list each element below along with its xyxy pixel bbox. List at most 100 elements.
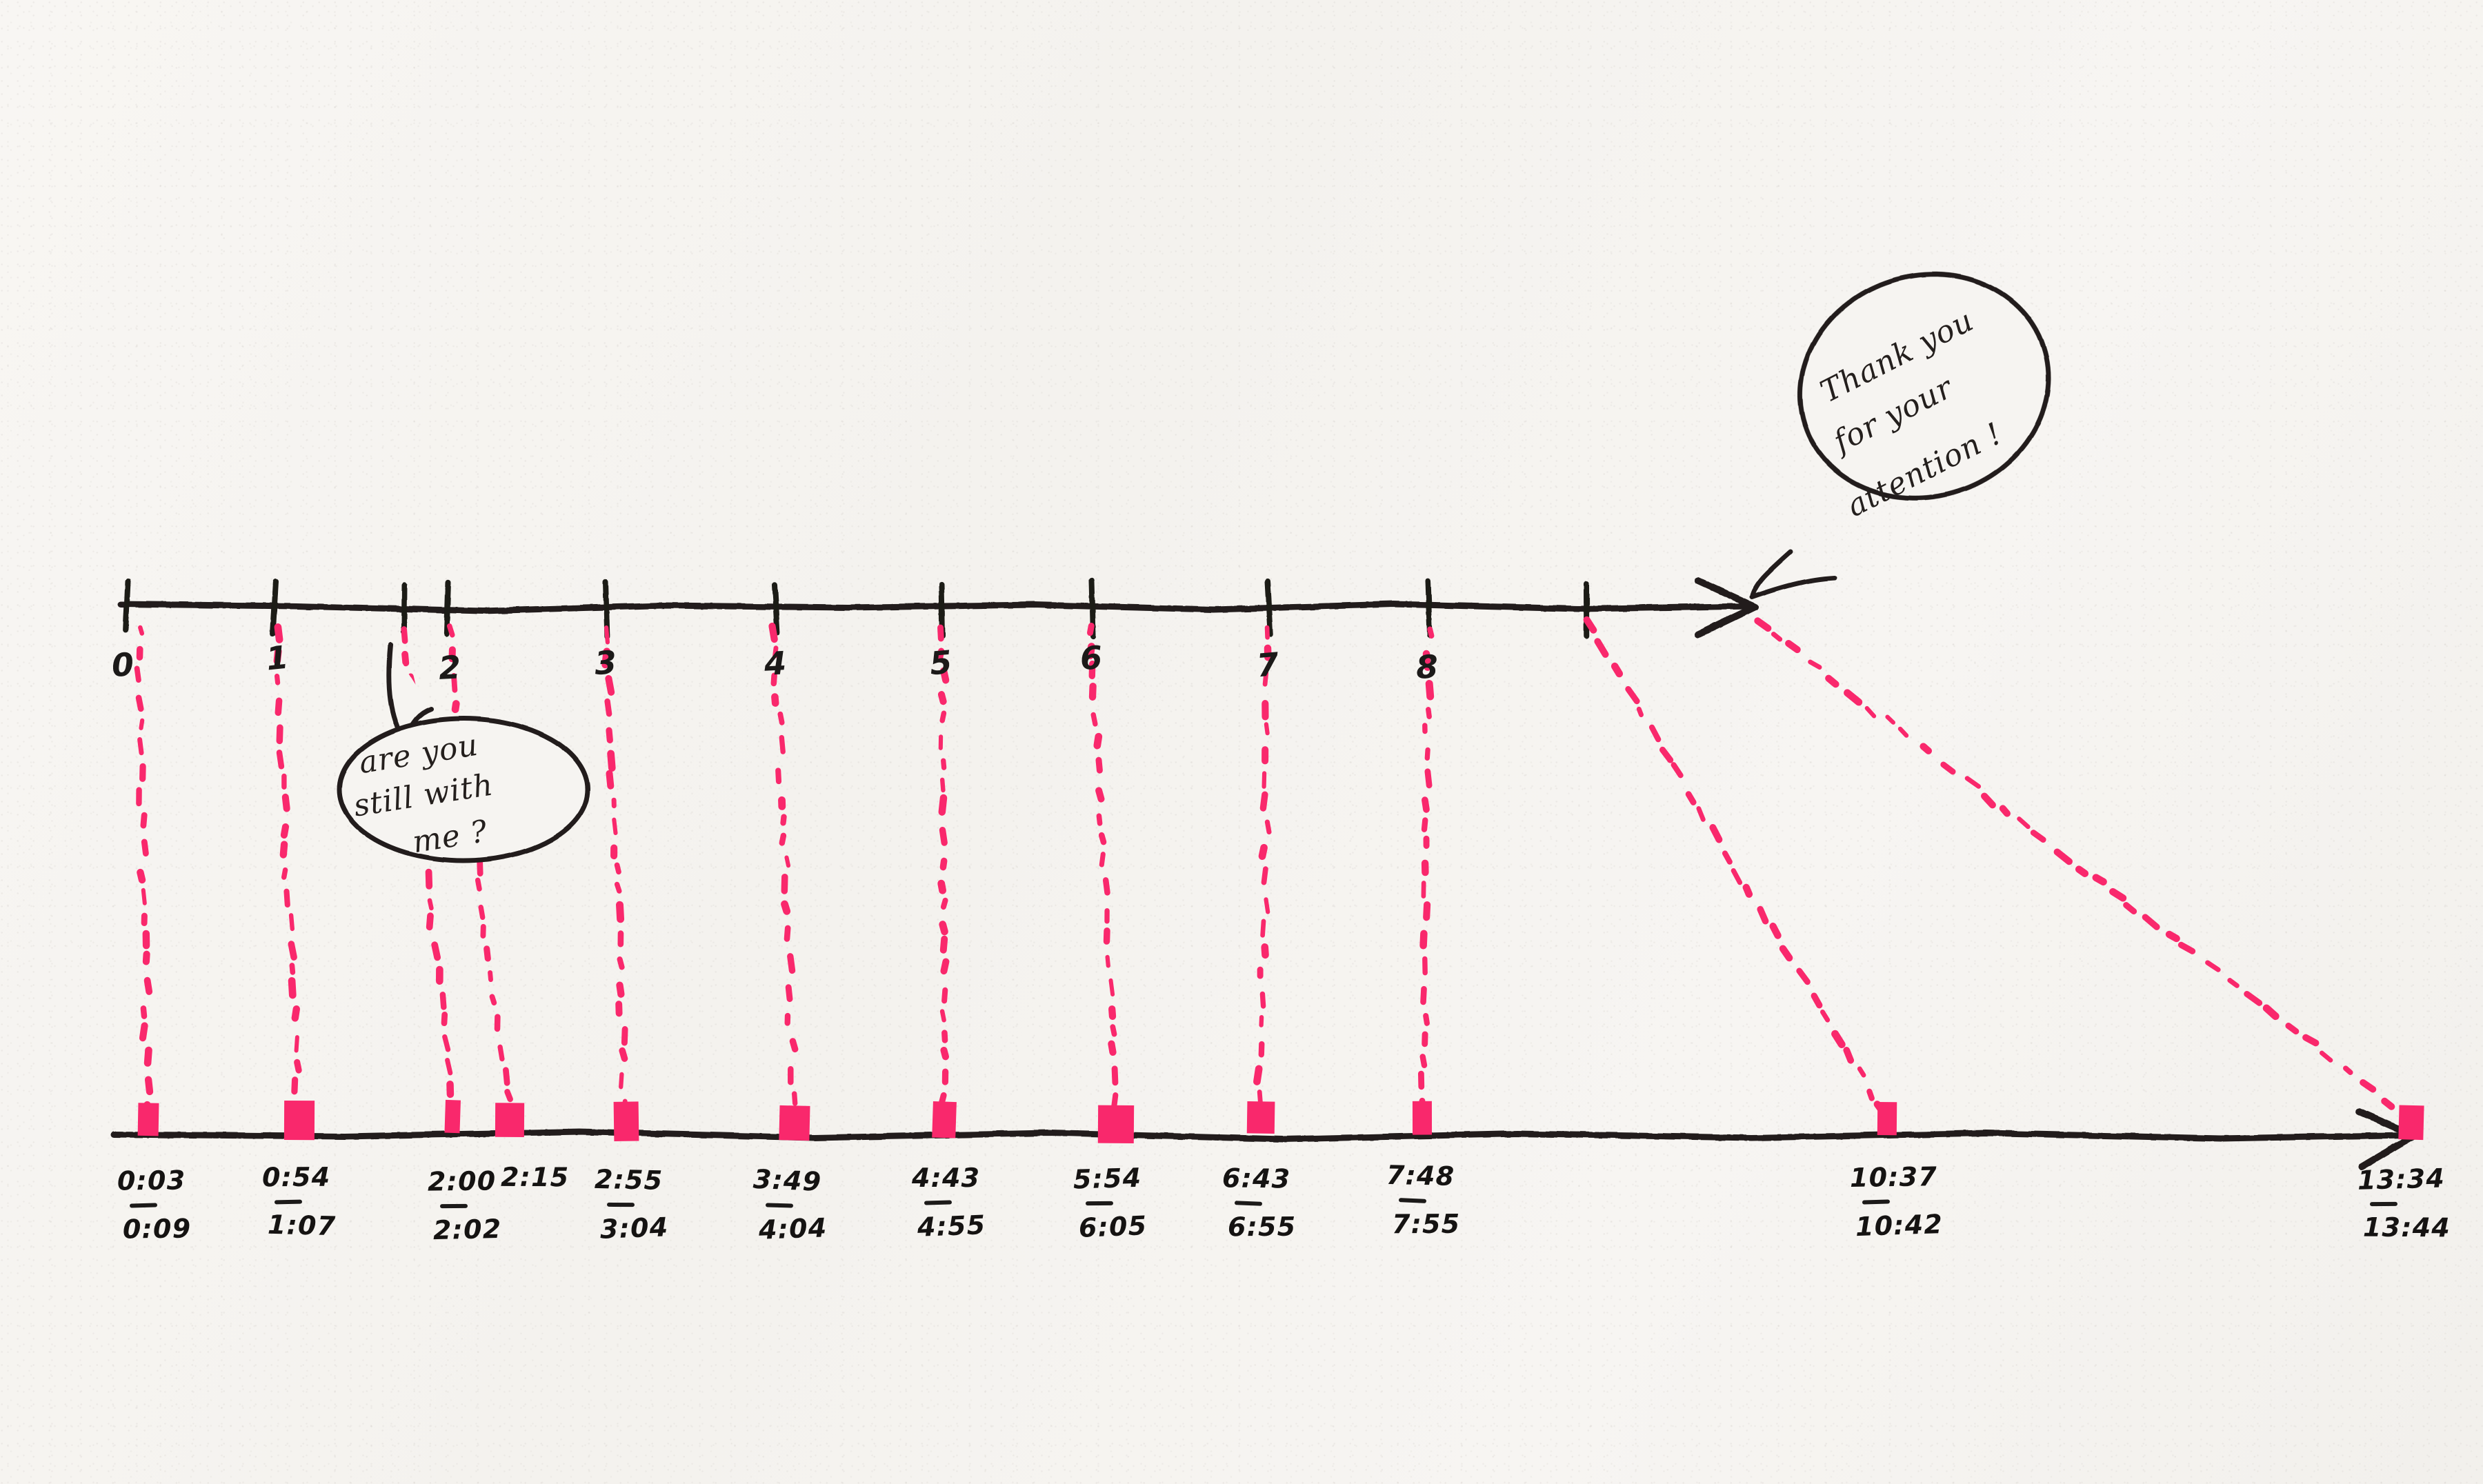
pink-dash <box>1264 897 1270 914</box>
pink-dash <box>1981 792 1996 809</box>
pink-dash <box>1820 1010 1831 1023</box>
bubble-tail-right <box>1749 549 1837 600</box>
pink-dash <box>1659 746 1674 763</box>
segment-mark-11 <box>2398 1105 2424 1141</box>
segment-mark-9 <box>1412 1101 1433 1135</box>
time-label-end-7: 6:05 <box>1078 1210 1148 1244</box>
top-axis-tick-4 <box>772 582 780 636</box>
connector-8 <box>1253 625 1272 1109</box>
pink-dash <box>2244 990 2263 1006</box>
pink-dash <box>781 873 788 894</box>
top-axis-tick-0 <box>122 578 130 633</box>
pink-dash <box>283 888 290 908</box>
pink-dash <box>940 897 948 910</box>
segment-mark-6 <box>932 1101 957 1139</box>
connector-6 <box>937 624 950 1105</box>
bubble-are-you-still-with-me <box>337 642 590 863</box>
segment-mark-0 <box>137 1103 159 1136</box>
time-label-end-11: 13:44 <box>2362 1212 2451 1243</box>
time-label-start-2: 2:00 <box>427 1165 497 1197</box>
pink-dash <box>1864 705 1877 719</box>
pink-dash <box>141 888 147 905</box>
pink-dash <box>280 823 290 839</box>
pink-connector-lines <box>134 616 2415 1136</box>
pink-dash <box>1709 824 1723 843</box>
bubble-body-left <box>337 716 590 863</box>
segment-mark-4 <box>613 1101 639 1142</box>
pink-dash <box>1771 632 1783 642</box>
pink-dash <box>941 1030 948 1043</box>
time-label-start-5: 3:49 <box>752 1163 823 1197</box>
time-label-end-9: 7:55 <box>1391 1208 1461 1239</box>
connector-5 <box>768 622 799 1136</box>
pink-dash <box>606 770 615 790</box>
pink-dash <box>1754 617 1772 632</box>
pink-dash <box>619 1047 628 1062</box>
pink-dash <box>1264 819 1272 835</box>
pink-dash <box>1259 991 1266 1009</box>
pink-dash <box>1731 868 1743 885</box>
pink-dash <box>940 777 946 793</box>
pink-dash <box>140 1005 148 1019</box>
pink-dash <box>938 794 948 816</box>
pink-dash <box>787 953 796 974</box>
pink-dash <box>2262 1004 2280 1021</box>
pink-dash <box>1594 638 1609 658</box>
pink-dash <box>779 734 786 754</box>
segment-mark-10 <box>1877 1102 1897 1136</box>
pink-dash <box>1796 967 1811 985</box>
time-label-group-5: 3:49 4:04 <box>752 1163 828 1245</box>
pink-dash <box>401 626 408 644</box>
pink-dash <box>2360 1079 2377 1093</box>
pink-dash <box>281 793 290 812</box>
pink-dash <box>138 625 145 636</box>
pink-dash <box>1424 768 1433 789</box>
pink-dash <box>1422 796 1430 813</box>
pink-dash <box>2227 978 2240 988</box>
top-axis-label-8: 8 <box>1415 647 1439 686</box>
bubble-body-right <box>1797 272 2051 501</box>
pink-dash <box>135 694 144 712</box>
top-axis-label-0: 0 <box>110 645 136 685</box>
pink-dash <box>1424 747 1430 761</box>
pink-dash <box>777 711 785 725</box>
pink-dash <box>939 827 948 846</box>
pink-dash <box>1262 771 1267 789</box>
pink-dash <box>2285 1023 2300 1035</box>
time-label-separator-2 <box>439 1203 468 1209</box>
time-label-start-4: 2:55 <box>594 1163 664 1196</box>
time-label-group-8: 6:43 6:55 <box>1221 1162 1297 1242</box>
pink-dash <box>941 987 948 1004</box>
pink-dash <box>1423 901 1431 921</box>
pink-dash <box>1262 670 1269 687</box>
segment-mark-8 <box>1246 1101 1275 1134</box>
time-label-start-3: 2:15 <box>500 1161 570 1192</box>
pink-dash <box>939 921 948 936</box>
pink-dash <box>1259 791 1268 812</box>
pink-dash <box>1857 1066 1866 1078</box>
pink-dash <box>446 623 455 638</box>
time-label-end-0: 0:09 <box>122 1213 192 1245</box>
connector-10 <box>1583 616 1888 1117</box>
top-axis-tick-8 <box>1425 579 1433 638</box>
time-label-end-8: 6:55 <box>1227 1211 1297 1242</box>
time-label-group-10: 10:37 10:42 <box>1850 1161 1944 1242</box>
pink-dash <box>1964 776 1982 789</box>
pink-dash <box>617 956 625 970</box>
connector-1 <box>273 623 302 1123</box>
pink-dash <box>1808 659 1822 670</box>
pink-dash <box>1087 623 1095 636</box>
pink-dash <box>614 881 622 894</box>
time-label-separator-11 <box>2369 1201 2398 1206</box>
pink-dash <box>1426 707 1432 719</box>
pink-dash <box>478 904 486 920</box>
top-axis-line <box>117 601 1755 614</box>
pink-dash <box>2142 914 2160 930</box>
segment-mark-3 <box>495 1103 525 1138</box>
pink-dash <box>604 625 610 645</box>
pink-dash <box>1264 722 1270 736</box>
pink-dash <box>937 691 947 705</box>
pink-dash <box>2053 848 2073 865</box>
time-label-start-8: 6:43 <box>1221 1162 1291 1194</box>
time-label-group-2: 2:00 2:02 <box>427 1165 502 1245</box>
